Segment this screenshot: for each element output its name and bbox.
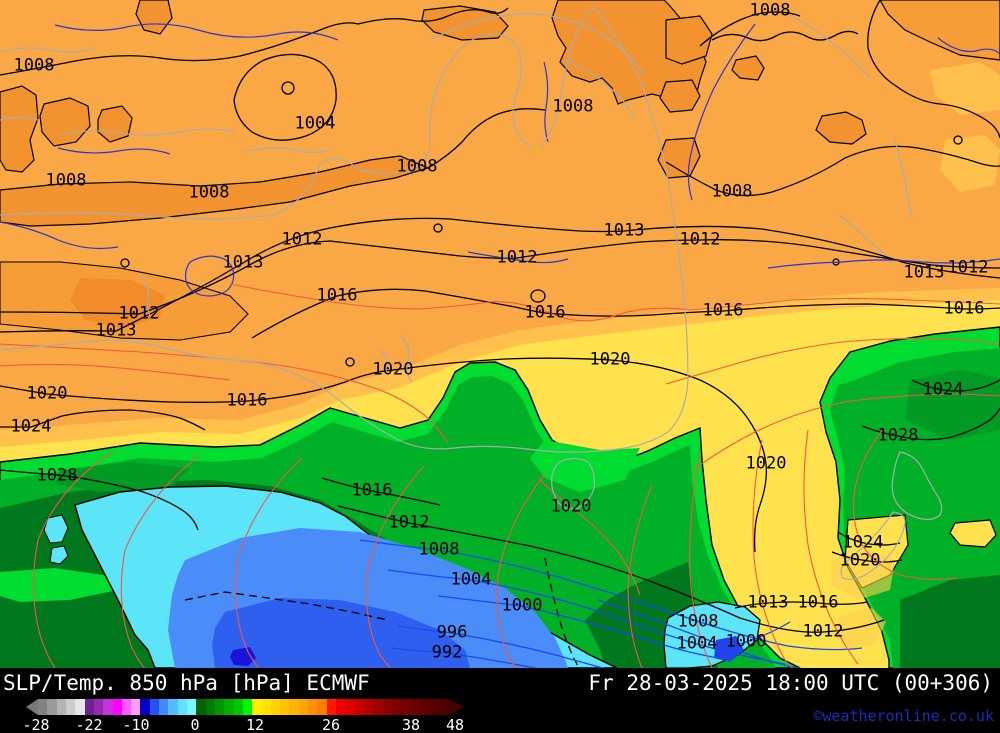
legend-segment (252, 699, 262, 715)
legend-segment (270, 699, 281, 715)
legend-segment (205, 699, 215, 715)
temperature-legend: -28 -22 -10 0 12 26 38 48 (22, 699, 466, 733)
legend-segment (289, 699, 299, 715)
cold-pool-royalblue (212, 598, 470, 668)
legend-segment (159, 699, 169, 715)
legend-segment (214, 699, 225, 715)
legend-segment (382, 699, 392, 715)
legend-tick-labels: -28 -22 -10 0 12 26 38 48 (22, 716, 466, 733)
legend-segment (242, 699, 253, 715)
legend-segment (103, 699, 113, 715)
coastlines (0, 7, 943, 581)
legend-segment (233, 699, 243, 715)
legend-segment (391, 699, 402, 715)
light-amber-patches (930, 62, 1000, 192)
isotherms-red (0, 283, 1000, 668)
map-title: SLP/Temp. 850 hPa [hPa] ECMWF (3, 671, 370, 695)
legend-segment (410, 699, 420, 715)
legend-segment (65, 699, 76, 715)
cold-pool-navy-core (230, 647, 256, 666)
legend-segment (75, 699, 85, 715)
legend-color-bar (38, 699, 448, 715)
legend-segment (121, 699, 132, 715)
forecast-datetime: Fr 28-03-2025 18:00 UTC (00+306) (588, 671, 993, 695)
legend-segment (261, 699, 271, 715)
map-canvas (0, 0, 1000, 668)
legend-segment (47, 699, 57, 715)
legend-segment (326, 699, 336, 715)
legend-segment (93, 699, 104, 715)
cold-patch-core (714, 636, 744, 662)
legend-arrow-left-icon (26, 699, 38, 715)
legend-tick: 38 (401, 716, 421, 733)
legend-tick: 26 (321, 716, 341, 733)
legend-segment (187, 699, 197, 715)
legend-segment (149, 699, 160, 715)
legend-segment (224, 699, 234, 715)
legend-segment (38, 699, 48, 715)
legend-segment (419, 699, 430, 715)
legend-tick: -22 (75, 716, 103, 733)
legend-tick: 12 (245, 716, 265, 733)
legend-segment (56, 699, 66, 715)
legend-segment (84, 699, 94, 715)
legend-segment (131, 699, 141, 715)
legend-segment (177, 699, 187, 715)
legend-segment (280, 699, 290, 715)
legend-segment (317, 699, 327, 715)
legend-segment (168, 699, 178, 715)
legend-segment (298, 699, 309, 715)
copyright-link[interactable]: ©weatheronline.co.uk (813, 707, 994, 725)
legend-segment (438, 699, 448, 715)
cold-lakes (43, 514, 69, 565)
legend-tick: -10 (122, 716, 150, 733)
darkest-orange-core (70, 278, 165, 328)
legend-segment (345, 699, 355, 715)
legend-arrow-right-icon (448, 699, 464, 715)
legend-tick: -28 (22, 716, 50, 733)
legend-segment (429, 699, 439, 715)
legend-segment (373, 699, 383, 715)
legend-segment (336, 699, 346, 715)
legend-segment (112, 699, 122, 715)
legend-segment (196, 699, 206, 715)
legend-segment (140, 699, 150, 715)
contours-blue (0, 23, 1000, 297)
legend-tick: 48 (445, 716, 465, 733)
legend-tick: 0 (190, 716, 200, 733)
legend-segment (354, 699, 364, 715)
forecast-map (0, 0, 1000, 668)
legend-segment (401, 699, 411, 715)
legend-segment (308, 699, 318, 715)
status-bar: SLP/Temp. 850 hPa [hPa] ECMWF Fr 28-03-2… (0, 668, 1000, 733)
legend-segment (363, 699, 374, 715)
